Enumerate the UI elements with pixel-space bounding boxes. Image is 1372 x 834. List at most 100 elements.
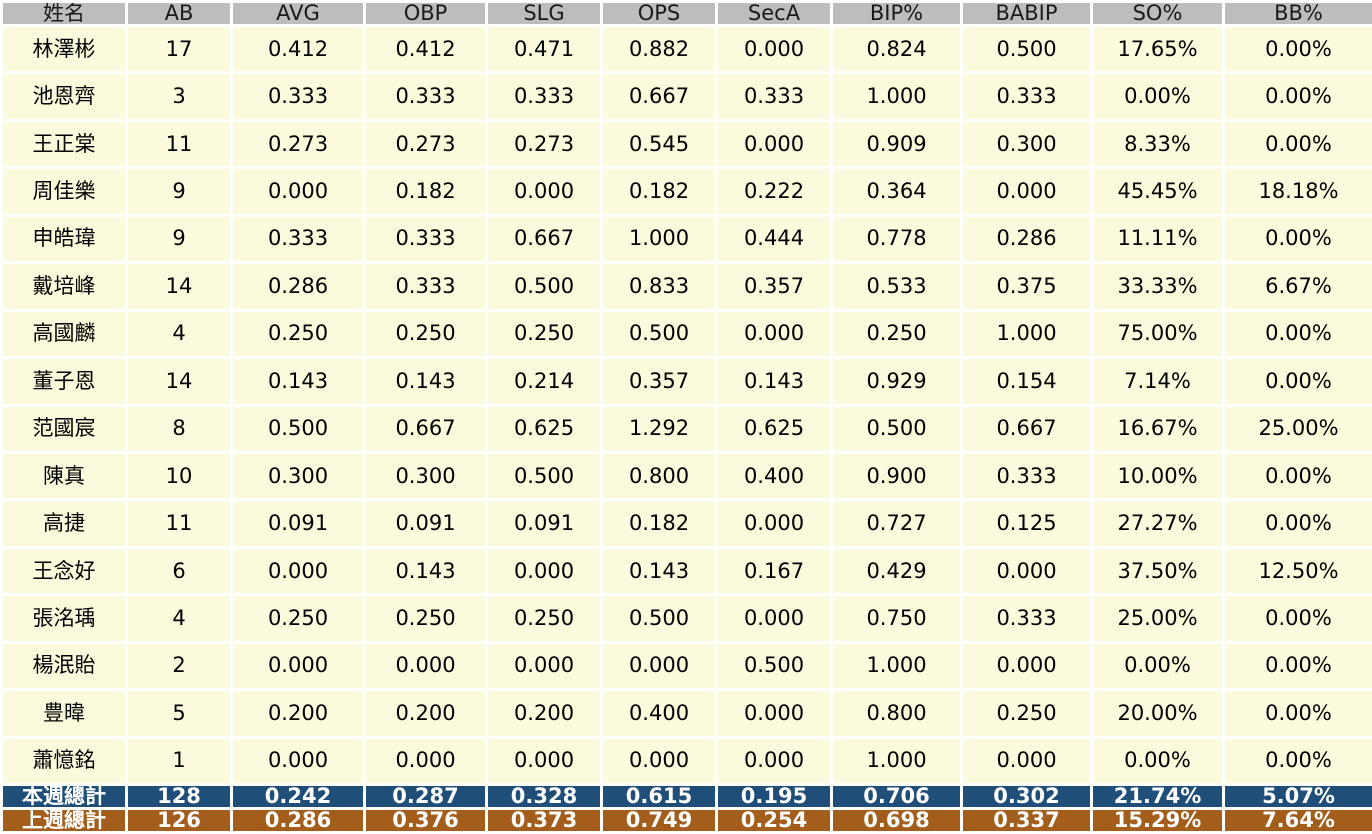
stat-cell: 0.000 (230, 545, 366, 597)
player-name: 范國宸 (0, 403, 128, 454)
table-row: 陳真 10 0.300 0.300 0.500 0.800 0.400 0.900 0.333 1… (0, 450, 1372, 502)
stat-cell: 0.333 (363, 261, 488, 312)
stat-cell: 0.750 (830, 593, 963, 644)
total-stat-cell: 0.302 (960, 783, 1093, 810)
total-stat-cell: 126 (125, 807, 233, 834)
stat-cell: 11 (125, 498, 233, 549)
stat-cell: 0.929 (830, 356, 963, 407)
stat-cell: 0.000 (715, 308, 833, 360)
total-stat-cell: 0.286 (230, 807, 366, 834)
stat-cell: 0.00% (1090, 71, 1225, 122)
stat-cell: 14 (125, 261, 233, 312)
stat-cell: 25.00% (1090, 593, 1225, 644)
stat-cell: 0.250 (960, 688, 1093, 739)
stat-cell: 0.000 (715, 498, 833, 549)
stat-cell: 3 (125, 71, 233, 122)
total-stat-cell: 0.287 (363, 783, 488, 810)
stat-cell: 0.625 (715, 403, 833, 454)
stat-cell: 0.143 (600, 545, 718, 597)
total-stat-cell: 0.373 (485, 807, 603, 834)
stat-cell: 1.292 (600, 403, 718, 454)
stat-cell: 0.500 (600, 593, 718, 644)
player-name: 蕭憶銘 (0, 735, 128, 787)
stat-cell: 0.286 (230, 261, 366, 312)
stat-cell: 0.000 (960, 545, 1093, 597)
stat-cell: 0.333 (960, 593, 1093, 644)
stat-cell: 0.500 (485, 261, 603, 312)
column-header-10: BB% (1222, 0, 1372, 27)
total-stat-cell: 0.615 (600, 783, 718, 810)
stat-cell: 0.250 (363, 593, 488, 644)
column-header-4: SLG (485, 0, 603, 27)
stat-cell: 0.250 (485, 308, 603, 360)
stat-cell: 0.400 (715, 450, 833, 502)
stat-cell: 0.00% (1222, 735, 1372, 787)
total-stat-cell: 128 (125, 783, 233, 810)
stat-cell: 0.200 (230, 688, 366, 739)
stat-cell: 0.500 (715, 640, 833, 692)
stat-cell: 0.182 (363, 166, 488, 217)
stat-cell: 0.000 (715, 23, 833, 75)
stat-cell: 11 (125, 118, 233, 170)
table-row: 王念好 6 0.000 0.143 0.000 0.143 0.167 0.429 0.000 3… (0, 545, 1372, 597)
stat-cell: 0.412 (363, 23, 488, 75)
stat-cell: 4 (125, 308, 233, 360)
stat-cell: 0.300 (230, 450, 366, 502)
total-stat-cell: 21.74% (1090, 783, 1225, 810)
stat-cell: 37.50% (1090, 545, 1225, 597)
stat-cell: 16.67% (1090, 403, 1225, 454)
stat-cell: 0.286 (960, 213, 1093, 265)
stat-cell: 0.000 (230, 166, 366, 217)
total-stat-cell: 7.64% (1222, 807, 1372, 834)
stat-cell: 0.182 (600, 166, 718, 217)
stat-cell: 12.50% (1222, 545, 1372, 597)
player-name: 池恩齊 (0, 71, 128, 122)
stat-cell: 0.00% (1222, 498, 1372, 549)
stat-cell: 0.00% (1222, 23, 1372, 75)
stat-cell: 0.143 (230, 356, 366, 407)
table-row: 周佳樂 9 0.000 0.182 0.000 0.182 0.222 0.364 0.000 4… (0, 166, 1372, 217)
column-header-2: AVG (230, 0, 366, 27)
stat-cell: 0.300 (960, 118, 1093, 170)
stat-cell: 0.000 (485, 166, 603, 217)
stat-cell: 0.545 (600, 118, 718, 170)
total-stat-cell: 0.749 (600, 807, 718, 834)
stat-cell: 0.000 (363, 640, 488, 692)
stat-cell: 4 (125, 593, 233, 644)
column-header-3: OBP (363, 0, 488, 27)
stat-cell: 0.091 (230, 498, 366, 549)
column-header-5: OPS (600, 0, 718, 27)
stat-cell: 17.65% (1090, 23, 1225, 75)
header-row: 姓名 AB AVG OBP SLG OPS SecA BIP% BABIP SO% BB% (0, 0, 1372, 27)
stat-cell: 0.200 (485, 688, 603, 739)
table-row: 戴培峰 14 0.286 0.333 0.500 0.833 0.357 0.533 0.375… (0, 261, 1372, 312)
stat-cell: 0.000 (230, 735, 366, 787)
stat-cell: 0.357 (600, 356, 718, 407)
stat-cell: 0.000 (485, 545, 603, 597)
stat-cell: 0.471 (485, 23, 603, 75)
stat-cell: 0.667 (363, 403, 488, 454)
table-row: 楊泯貽 2 0.000 0.000 0.000 0.000 0.500 1.000 0.000 0… (0, 640, 1372, 692)
table-head: 姓名 AB AVG OBP SLG OPS SecA BIP% BABIP SO% BB% (0, 0, 1372, 27)
stat-cell: 0.375 (960, 261, 1093, 312)
stat-cell: 0.000 (960, 166, 1093, 217)
stat-cell: 2 (125, 640, 233, 692)
stat-cell: 0.000 (715, 688, 833, 739)
table-row: 張洺瑀 4 0.250 0.250 0.250 0.500 0.000 0.750 0.333 2… (0, 593, 1372, 644)
stat-cell: 1.000 (830, 735, 963, 787)
table-row: 高國麟 4 0.250 0.250 0.250 0.500 0.000 0.250 1.000 7… (0, 308, 1372, 360)
stat-cell: 18.18% (1222, 166, 1372, 217)
stat-cell: 17 (125, 23, 233, 75)
total-stat-cell: 0.706 (830, 783, 963, 810)
stat-cell: 0.000 (485, 735, 603, 787)
player-name: 張洺瑀 (0, 593, 128, 644)
stat-cell: 0.00% (1222, 356, 1372, 407)
column-header-1: AB (125, 0, 233, 27)
stat-cell: 1.000 (830, 71, 963, 122)
stat-cell: 9 (125, 166, 233, 217)
stat-cell: 0.778 (830, 213, 963, 265)
stat-cell: 75.00% (1090, 308, 1225, 360)
stat-cell: 0.00% (1090, 735, 1225, 787)
stat-cell: 0.00% (1090, 640, 1225, 692)
total-row-previous: 上週總計 126 0.286 0.376 0.373 0.749 0.254 0.698 0.3… (0, 807, 1372, 834)
